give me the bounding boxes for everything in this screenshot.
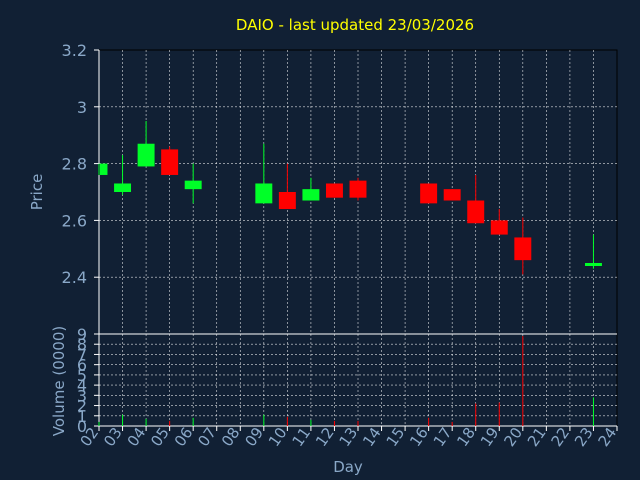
x-tick-label: 19 — [477, 424, 503, 450]
price-candles — [98, 121, 602, 275]
volume-axis-label: Volume (0000) — [50, 326, 68, 436]
x-tick-label: 06 — [171, 424, 197, 450]
chart-title: DAIO - last updated 23/03/2026 — [236, 16, 474, 34]
x-tick-label: 18 — [453, 424, 479, 450]
price-tick-label: 2.8 — [62, 155, 87, 174]
price-axis-label: Price — [28, 174, 46, 211]
price-tick-label: 2.4 — [62, 268, 87, 287]
x-tick-label: 14 — [359, 424, 385, 450]
x-tick-label: 04 — [124, 424, 150, 450]
candle-body — [278, 192, 296, 210]
x-tick-label: 08 — [218, 424, 244, 450]
candle-body — [490, 220, 508, 235]
volume-tick-label: 1 — [77, 407, 87, 426]
x-tick-label: 21 — [524, 424, 550, 450]
x-tick-label: 16 — [406, 424, 432, 450]
x-tick-label: 13 — [336, 424, 362, 450]
candle-body — [467, 200, 485, 224]
x-tick-label: 22 — [547, 424, 573, 450]
x-tick-label: 17 — [430, 424, 456, 450]
x-tick-label: 11 — [288, 424, 314, 450]
volume-tick-label: 7 — [77, 345, 87, 364]
x-axis-label: Day — [333, 458, 363, 476]
candle-body — [514, 237, 532, 261]
candle-body — [349, 180, 367, 198]
x-tick-label: 24 — [595, 424, 621, 450]
volume-tick-label: 4 — [77, 376, 87, 395]
volume-tick-label: 9 — [77, 325, 87, 344]
price-tick-label: 3 — [77, 98, 87, 117]
candle-body — [114, 183, 132, 192]
x-tick-label: 05 — [147, 424, 173, 450]
x-tick-label: 15 — [383, 424, 409, 450]
volume-tick-label: 3 — [77, 386, 87, 405]
x-tick-label: 10 — [265, 424, 291, 450]
candle-body — [255, 183, 273, 204]
volume-tick-label: 2 — [77, 397, 87, 416]
candle-body — [443, 189, 461, 201]
candle-body — [420, 183, 438, 204]
price-tick-label: 2.6 — [62, 211, 87, 230]
candle-body — [584, 263, 602, 266]
candle-body — [161, 149, 179, 175]
x-tick-label: 03 — [100, 424, 126, 450]
x-tick-label: 12 — [312, 424, 338, 450]
x-tick-label: 07 — [194, 424, 220, 450]
x-tick-label: 09 — [241, 424, 267, 450]
x-tick-label: 23 — [571, 424, 597, 450]
candle-body — [100, 163, 108, 175]
volume-tick-label: 8 — [77, 335, 87, 354]
price-tick-label: 3.2 — [62, 41, 87, 60]
candle-body — [184, 180, 202, 190]
volume-tick-label: 0 — [77, 417, 87, 436]
volume-tick-label: 5 — [77, 366, 87, 385]
x-tick-label: 20 — [500, 424, 526, 450]
candle-body — [137, 143, 155, 167]
candle-body — [302, 189, 320, 201]
volume-bars — [98, 336, 594, 426]
candle-body — [325, 183, 343, 198]
volume-tick-label: 6 — [77, 356, 87, 375]
